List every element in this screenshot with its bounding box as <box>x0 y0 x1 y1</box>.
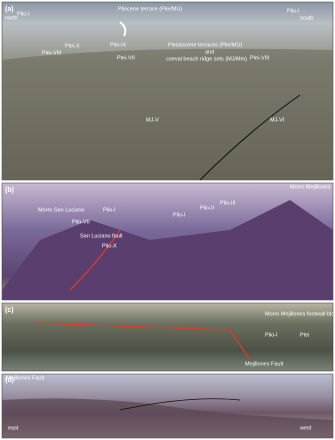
annotation: Plei-VIII <box>250 55 270 61</box>
annotation: Plio-VII <box>72 219 90 225</box>
annotation: coeval beach ridge sets (MJ/Mm) <box>166 56 247 62</box>
annotation: Plei-VIII <box>42 50 62 56</box>
annotation: south <box>300 15 313 21</box>
panel-c <box>1 302 334 372</box>
panel-label: (c) <box>5 307 14 314</box>
panel-label: (d) <box>5 377 14 384</box>
annotation: Plio-I <box>265 332 278 338</box>
panel-label: (a) <box>5 6 14 13</box>
annotation: Plio-I <box>173 212 186 218</box>
annotation: Plio-III <box>220 200 236 206</box>
annotation: Plio-II <box>200 205 215 211</box>
annotation: and <box>205 49 214 55</box>
annotation: Plei-VII <box>117 55 135 61</box>
annotation: Plei-X <box>65 43 80 49</box>
annotation: Morro Mejillones footwall block <box>265 311 335 317</box>
annotation: San Luciano fault <box>80 233 123 239</box>
annotation: east <box>8 425 19 431</box>
annotation: Mejillones Fault <box>245 361 284 367</box>
panel-label: (b) <box>5 187 14 194</box>
annotation: Plei <box>300 332 309 338</box>
annotation: Pleistocene terraces (Plei/MU) <box>168 42 242 48</box>
annotation: north <box>5 15 18 21</box>
annotation: Plio-X <box>102 243 117 249</box>
annotation: Mejillones Fault <box>6 375 45 381</box>
annotation: west <box>299 425 312 431</box>
panel-d <box>1 373 334 439</box>
annotation: Pliocene terrace (Plei/MU) <box>118 6 182 12</box>
panel-a <box>1 1 334 181</box>
annotation: Plei-IX <box>110 42 127 48</box>
annotation: Plio-I <box>287 8 300 14</box>
annotation: Morro Mejillones <box>290 184 331 190</box>
annotation: MJ-V <box>146 117 159 123</box>
annotation: Plio-I <box>103 207 116 213</box>
annotation: Morro San Luciano <box>38 207 84 213</box>
panel-b <box>1 182 334 301</box>
annotation: MJ-VI <box>270 117 285 123</box>
annotation: Plio-I <box>17 11 30 17</box>
